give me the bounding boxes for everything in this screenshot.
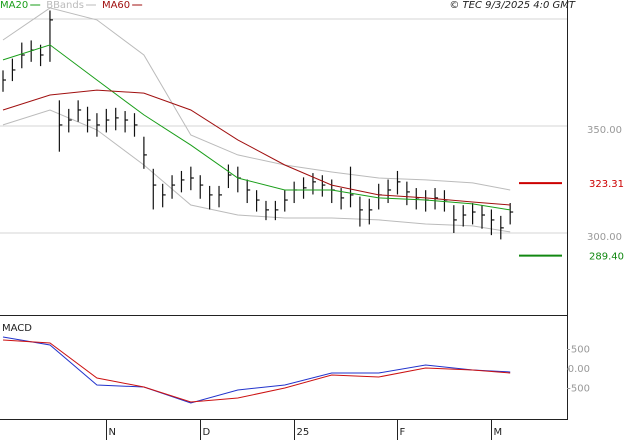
legend-label: MA20 xyxy=(0,0,28,11)
moving-average xyxy=(2,89,511,206)
y-tick-label: 500 xyxy=(571,344,590,355)
bband-lower xyxy=(2,109,511,233)
level-label: 323.31 xyxy=(589,179,624,190)
x-tick-label: N xyxy=(109,427,116,438)
moving-average xyxy=(2,44,511,211)
x-tick-label: F xyxy=(400,427,406,438)
y-tick-label: 300.00 xyxy=(587,232,622,243)
x-tick-label: M xyxy=(494,427,503,438)
legend-label: BBands xyxy=(46,0,84,11)
y-tick-label: -500 xyxy=(567,384,590,395)
x-tick-label: 25 xyxy=(297,427,310,438)
source: © TEC 9/3/2025 4:0 GMT xyxy=(449,0,576,11)
level-label: 289.40 xyxy=(589,252,624,263)
panel-title: MACD xyxy=(2,323,32,334)
bband-upper xyxy=(2,7,511,191)
y-tick-label: 350.00 xyxy=(587,125,622,136)
x-tick-label: D xyxy=(203,427,211,438)
macd-line xyxy=(2,339,511,403)
macd-line xyxy=(2,336,511,404)
y-tick-label: 0.00 xyxy=(568,364,590,375)
legend-label: MA60 xyxy=(102,0,130,11)
